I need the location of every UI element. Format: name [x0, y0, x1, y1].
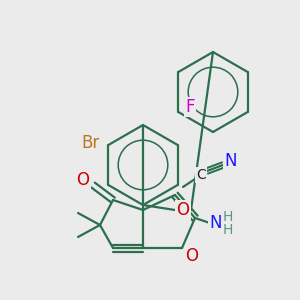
Text: O: O	[76, 171, 89, 189]
Text: N: N	[225, 152, 237, 170]
Text: O: O	[185, 247, 199, 265]
Text: H: H	[223, 223, 233, 237]
Text: H: H	[223, 210, 233, 224]
Text: N: N	[210, 214, 222, 232]
Text: F: F	[186, 98, 195, 116]
Text: C: C	[196, 168, 206, 182]
Text: O: O	[176, 201, 190, 219]
Text: Br: Br	[81, 134, 100, 152]
